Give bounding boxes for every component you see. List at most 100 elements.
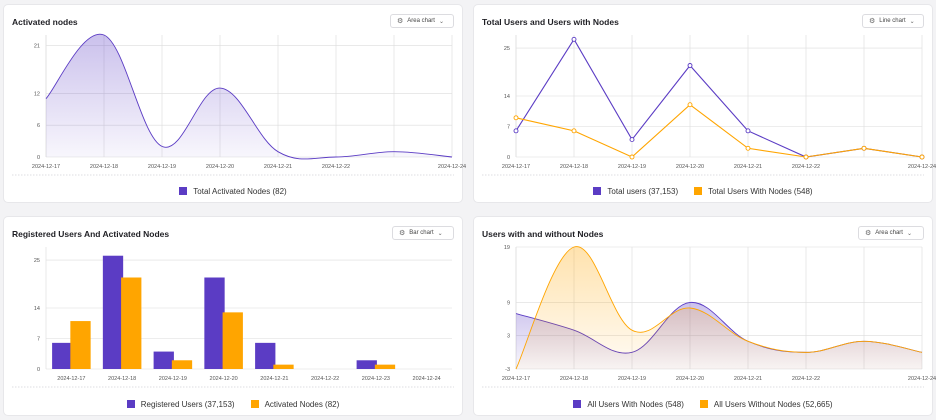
x-tick-label: 2024-12-20 [676,164,704,170]
y-axis: 0 7 14 25 [504,35,922,161]
data-point [571,128,577,134]
bar [273,364,294,369]
legend-swatch [126,400,135,408]
y-tick-label: 0 [507,155,510,161]
chart-type-select[interactable]: ⚙ Bar chart ⌄ [392,226,454,240]
y-tick-label: 9 [507,300,510,306]
legend-label: Total Users With Nodes (548) [708,186,813,196]
y-tick-label: 3 [507,334,510,340]
legend: Total users (37,153) Total Users With No… [474,184,932,198]
area-fill [46,34,452,160]
legend-swatch [699,400,708,408]
bar [102,255,124,369]
chart-type-label: Line chart [879,18,906,24]
area-fill [516,246,922,369]
gear-icon: ⚙ [397,18,404,25]
x-tick-label: 2024-12-17 [502,376,530,382]
data-point [745,128,751,134]
chevron-down-icon: ⌄ [437,230,443,237]
chart-type-select[interactable]: ⚙ Area chart ⌄ [858,226,924,240]
x-tick-label: 2024-12-18 [560,376,588,382]
chart-type-select[interactable]: ⚙ Line chart ⌄ [862,14,924,28]
gear-icon: ⚙ [399,230,406,237]
legend-item[interactable]: Registered Users (37,153) [126,399,235,409]
legend-swatch [179,187,188,195]
gear-icon: ⚙ [865,230,872,237]
data-point [629,137,635,143]
x-tick-label: 2024-12-19 [618,376,646,382]
x-axis: 2024-12-17 2024-12-18 2024-12-19 2024-12-20… [502,247,936,382]
legend-item[interactable]: All Users With Nodes (548) [573,399,684,409]
y-tick-label: 14 [34,306,40,312]
chevron-down-icon: ⌄ [438,18,444,25]
legend-swatch [593,187,602,195]
chart-type-label: Bar chart [409,230,434,236]
data-point [571,36,577,42]
chart-type-select[interactable]: ⚙ Area chart ⌄ [390,14,454,28]
legend-item[interactable]: Total Users With Nodes (548) [694,186,813,196]
x-tick-label: 2024-12-18 [90,164,118,170]
data-point [803,154,809,160]
gear-icon: ⚙ [869,18,876,25]
y-tick-label: 12 [34,91,40,97]
chart-type-label: Area chart [407,18,435,24]
x-tick-label: 2024-12-18 [108,376,136,382]
bar [356,360,377,369]
x-tick-label: 2024-12-17 [502,164,530,170]
x-tick-label: 2024-12-21 [734,376,762,382]
bar [153,351,174,369]
panel-total-users: Total Users and Users with Nodes ⚙ Line … [474,5,936,202]
x-tick-label: 2024-12-21 [734,164,762,170]
x-tick-label: 2024-12-18 [560,164,588,170]
data-point [861,145,867,151]
series-line [515,38,923,158]
x-tick-label: 2024-12-24 [438,164,466,170]
data-point [687,63,693,68]
legend-item[interactable]: Total users (37,153) [593,187,678,196]
x-tick-label: 2024-12-21 [260,376,288,382]
y-tick-label: -3 [505,367,510,373]
bar [52,342,73,369]
x-tick-label: 2024-12-23 [362,376,390,382]
series-line [515,104,923,158]
bar [222,312,243,369]
x-tick-label: 2024-12-22 [311,376,339,382]
legend-label: Total Activated Nodes (82) [193,186,287,196]
y-tick-label: 0 [37,367,40,373]
legend-label: All Users Without Nodes (52,665) [713,399,833,409]
legend-item[interactable]: Activated Nodes (82) [250,399,340,409]
legend-item[interactable]: Total Activated Nodes (82) [179,186,287,196]
y-tick-label: 0 [37,155,40,161]
x-tick-label: 2024-12-22 [322,164,350,170]
x-tick-label: 2024-12-19 [159,376,187,382]
y-tick-label: 14 [504,94,510,100]
legend-label: All Users With Nodes (548) [587,399,684,409]
chart-type-label: Area chart [875,230,903,236]
x-tick-label: 2024-12-21 [264,164,292,170]
panel-title: Users with and without Nodes [482,229,604,239]
legend-label: Registered Users (37,153) [140,399,235,409]
x-tick-label: 2024-12-17 [32,164,60,170]
x-tick-label: 2024-12-22 [792,376,820,382]
data-point [687,102,693,108]
x-tick-label: 2024-12-20 [206,164,234,170]
data-point [919,154,925,160]
x-tick-label: 2024-12-19 [148,164,176,170]
legend: Registered Users (37,153) Activated Node… [4,397,462,411]
x-axis: 2024-12-17 2024-12-18 2024-12-19 2024-12-20… [57,376,440,382]
panel-title: Activated nodes [12,17,78,27]
x-tick-label: 2024-12-22 [792,164,820,170]
panel-users-with-without-nodes: Users with and without Nodes ⚙ Area char… [474,217,936,415]
y-tick-label: 7 [507,125,510,131]
legend-item[interactable]: All Users Without Nodes (52,665) [699,399,833,409]
legend: All Users With Nodes (548) All Users Wit… [474,397,932,411]
panel-activated-nodes: Activated nodes ⚙ Area chart ⌄ 0 6 12 21 202… [4,5,466,202]
y-tick-label: 7 [37,337,40,343]
data-point [513,128,519,134]
chevron-down-icon: ⌄ [906,230,912,237]
legend-label: Activated Nodes (82) [264,399,340,409]
bar [374,364,396,369]
y-tick-label: 25 [504,46,510,52]
y-axis: 0 7 14 25 [34,247,452,373]
